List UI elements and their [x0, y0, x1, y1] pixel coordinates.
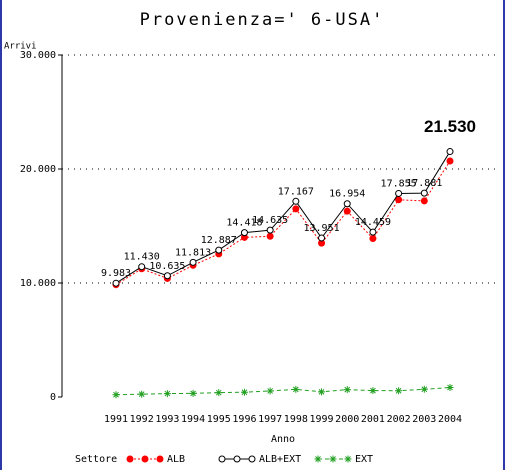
y-tick-label: 20.000 — [20, 164, 56, 175]
y-axis-label: Arrivi — [4, 42, 37, 52]
point — [395, 196, 403, 204]
legend-marker — [126, 455, 134, 463]
legend-marker — [248, 455, 256, 463]
point — [343, 386, 351, 394]
data-label: 17.881 — [406, 178, 442, 189]
legend-marker — [344, 455, 352, 463]
legend-marker — [141, 455, 149, 463]
point — [138, 390, 146, 398]
legend-marker — [233, 455, 241, 463]
point — [343, 200, 351, 208]
point — [292, 205, 300, 213]
x-tick-label: 1997 — [258, 414, 282, 425]
x-tick-label: 1998 — [284, 414, 308, 425]
x-tick-label: 1996 — [232, 414, 256, 425]
point — [318, 234, 326, 242]
point — [420, 197, 428, 205]
point — [420, 385, 428, 393]
point — [215, 389, 223, 397]
x-axis-label: Anno — [271, 434, 295, 445]
legend-marker — [329, 455, 337, 463]
point — [318, 239, 326, 247]
point — [369, 387, 377, 395]
point — [292, 197, 300, 205]
point — [163, 272, 171, 280]
x-tick-label: 2004 — [438, 414, 462, 425]
point — [240, 229, 248, 237]
data-label: 14.635 — [252, 215, 288, 226]
data-label: 14.459 — [355, 217, 391, 228]
y-tick-label: 30.000 — [20, 50, 56, 61]
point — [446, 148, 454, 156]
x-tick-label: 1992 — [130, 414, 154, 425]
data-label: 11.813 — [175, 247, 211, 258]
data-label: 9.983 — [101, 268, 131, 279]
data-label: 17.167 — [278, 186, 314, 197]
point — [266, 232, 274, 240]
series-line — [115, 160, 451, 286]
point — [266, 387, 274, 395]
point — [189, 389, 197, 397]
series-line — [115, 151, 451, 284]
data-label: 21.530 — [424, 117, 476, 136]
x-tick-label: 2001 — [361, 414, 385, 425]
y-tick-label: 0 — [50, 392, 56, 403]
data-label: 17.855 — [381, 178, 417, 189]
x-tick-label: 1993 — [155, 414, 179, 425]
point — [240, 388, 248, 396]
point — [138, 263, 146, 271]
point — [420, 189, 428, 197]
point — [318, 388, 326, 396]
y-tick-label: 10.000 — [20, 278, 56, 289]
point — [266, 226, 274, 234]
data-label: 13.951 — [303, 223, 339, 234]
data-label: 11.430 — [124, 252, 160, 263]
point — [395, 189, 403, 197]
x-tick-label: 1991 — [104, 414, 128, 425]
data-label: 12.887 — [201, 235, 237, 246]
x-tick-label: 2002 — [387, 414, 411, 425]
x-tick-label: 2000 — [335, 414, 359, 425]
point — [163, 390, 171, 398]
point — [189, 258, 197, 266]
legend-label: ALB — [167, 454, 185, 465]
legend-marker — [218, 455, 226, 463]
point — [446, 157, 454, 165]
x-tick-label: 1994 — [181, 414, 205, 425]
legend-marker — [314, 455, 322, 463]
point — [292, 385, 300, 393]
legend-label: ALB+EXT — [259, 454, 301, 465]
x-tick-label: 1999 — [309, 414, 333, 425]
legend-title: Settore — [75, 454, 117, 465]
point — [395, 387, 403, 395]
point — [369, 235, 377, 243]
data-label: 16.954 — [329, 189, 365, 200]
x-tick-label: 1995 — [207, 414, 231, 425]
data-label: 10.635 — [149, 261, 185, 272]
point — [215, 246, 223, 254]
point — [343, 207, 351, 215]
x-tick-label: 2003 — [412, 414, 436, 425]
legend-label: EXT — [355, 454, 373, 465]
legend-marker — [156, 455, 164, 463]
point — [369, 228, 377, 236]
data-label: 14.418 — [226, 218, 262, 229]
point — [112, 279, 120, 287]
chart-title: Provenienza=' 6-USA' — [140, 10, 385, 30]
point — [446, 384, 454, 392]
point — [112, 391, 120, 399]
